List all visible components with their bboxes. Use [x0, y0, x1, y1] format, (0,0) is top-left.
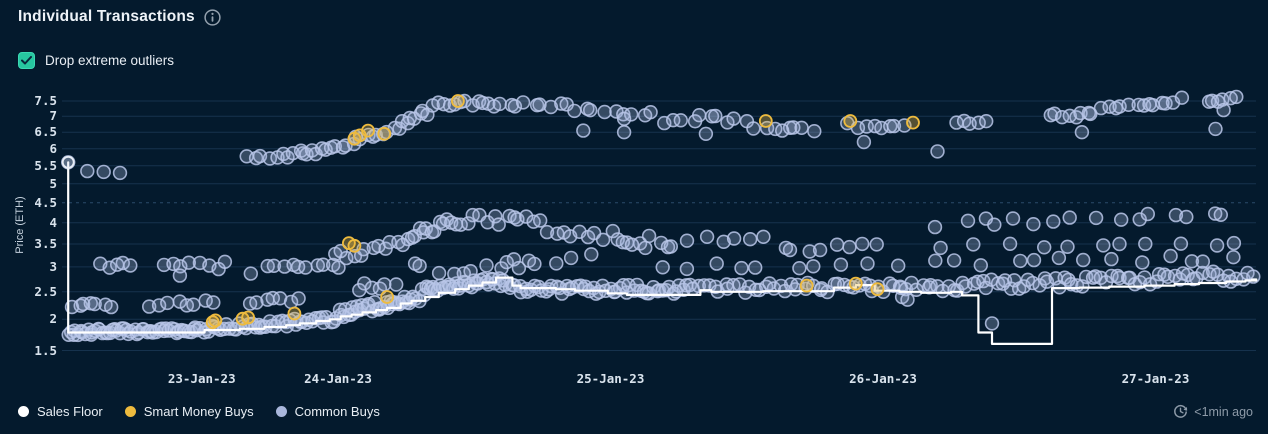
smart-money-dot-icon	[124, 406, 136, 417]
chart-legend: Sales Floor Smart Money Buys Common Buys	[18, 404, 380, 419]
widget-header: Individual Transactions	[18, 8, 221, 26]
y-tick-label: 1.5	[34, 342, 57, 358]
common-buys-dot-icon	[275, 406, 287, 417]
x-tick-label: 26-Jan-23	[849, 371, 917, 386]
y-tick-label: 5	[49, 175, 57, 191]
x-tick-label: 25-Jan-23	[576, 371, 645, 386]
legend-label: Smart Money Buys	[143, 404, 254, 419]
y-tick-label: 7.5	[34, 93, 57, 108]
y-tick-label: 4.5	[34, 194, 57, 210]
y-tick-label: 6	[49, 140, 57, 156]
checkmark-icon	[21, 56, 32, 65]
legend-label: Common Buys	[294, 404, 380, 419]
legend-item-smart-money-buys[interactable]: Smart Money Buys	[124, 404, 254, 419]
clock-refresh-icon[interactable]	[1173, 404, 1188, 419]
x-tick-label: 24-Jan-23	[304, 371, 372, 386]
x-tick-label: 23-Jan-23	[167, 371, 236, 386]
info-icon[interactable]	[204, 8, 221, 26]
y-tick-label: 6.5	[34, 124, 57, 140]
y-tick-label: 4	[49, 214, 57, 230]
legend-label: Sales Floor	[37, 404, 103, 419]
y-tick-label: 3	[49, 258, 57, 274]
sales-floor-dot-icon	[18, 406, 29, 417]
legend-item-sales-floor[interactable]: Sales Floor	[18, 404, 103, 419]
drop-outliers-checkbox[interactable]	[18, 52, 35, 69]
y-tick-label: 7	[49, 108, 57, 124]
y-tick-label: 5.5	[34, 157, 57, 173]
y-tick-label: 3.5	[34, 236, 57, 252]
y-tick-label: 2	[49, 311, 57, 327]
drop-outliers-label: Drop extreme outliers	[45, 53, 175, 68]
x-tick-label: 27-Jan-23	[1121, 371, 1190, 386]
last-updated: <1min ago	[1173, 404, 1253, 419]
drop-outliers-control: Drop extreme outliers	[18, 52, 174, 69]
page-title: Individual Transactions	[18, 8, 195, 25]
last-updated-text: <1min ago	[1194, 404, 1253, 419]
y-tick-label: 2.5	[34, 283, 57, 299]
legend-item-common-buys[interactable]: Common Buys	[275, 404, 380, 419]
